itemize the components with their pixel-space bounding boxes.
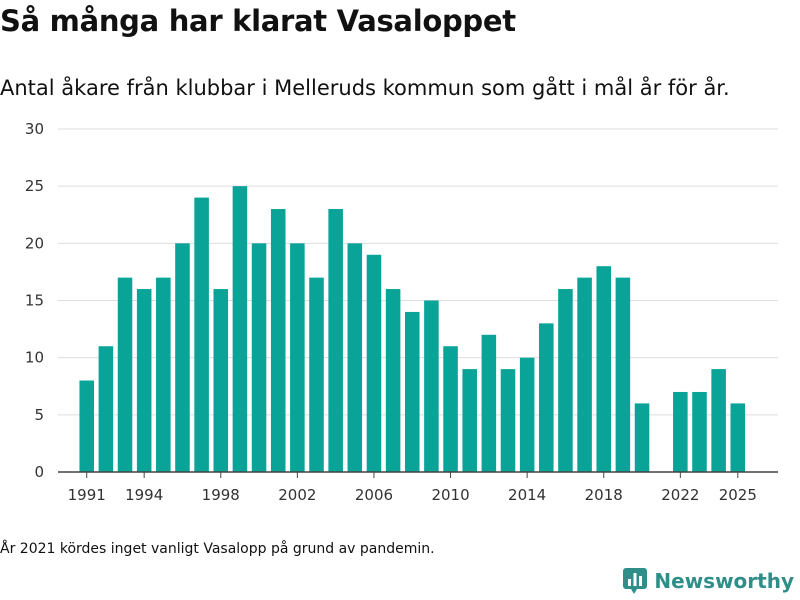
bar-1993 <box>117 277 133 472</box>
y-tick-label: 10 <box>25 349 44 367</box>
bar-2003 <box>309 277 324 472</box>
x-tick-label: 2014 <box>508 486 546 504</box>
bar-2010 <box>443 346 458 472</box>
bar-2002 <box>290 243 305 472</box>
chart-title: Så många har klarat Vasaloppet <box>0 4 516 38</box>
y-tick-label: 30 <box>25 120 44 138</box>
bars <box>79 186 746 472</box>
bar-2016 <box>558 289 573 472</box>
y-tick-label: 25 <box>25 177 44 195</box>
bar-1996 <box>175 243 190 472</box>
bar-2018 <box>596 266 612 472</box>
footnote: År 2021 kördes inget vanligt Vasalopp på… <box>0 541 435 557</box>
brand-name: Newsworthy <box>654 569 794 593</box>
bar-2007 <box>385 289 401 472</box>
bar-2020 <box>634 403 650 472</box>
x-tick-label: 1991 <box>68 486 106 504</box>
bar-1998 <box>213 289 229 472</box>
x-tick-label: 2006 <box>355 486 393 504</box>
y-tick-label: 20 <box>25 234 44 252</box>
bar-1992 <box>98 346 114 472</box>
newsworthy-logo-icon <box>623 568 648 594</box>
bar-2014 <box>519 357 535 472</box>
bar-2006 <box>366 254 382 472</box>
chart-subtitle: Antal åkare från klubbar i Melleruds kom… <box>0 76 730 100</box>
bar-2005 <box>347 243 363 472</box>
bar-2025 <box>730 403 746 472</box>
bar-2019 <box>615 277 631 472</box>
bar-1999 <box>232 186 248 472</box>
bar-2023 <box>692 391 707 472</box>
bar-2008 <box>404 311 420 472</box>
bar-1994 <box>136 289 152 472</box>
bar-2022 <box>673 391 688 472</box>
y-tick-label: 0 <box>34 463 44 481</box>
bar-2015 <box>539 323 554 472</box>
bar-2011 <box>462 369 477 472</box>
x-tick-label: 2002 <box>278 486 316 504</box>
bar-1995 <box>156 277 171 472</box>
x-tick-label: 2010 <box>431 486 469 504</box>
bar-2017 <box>577 277 592 472</box>
y-tick-label: 15 <box>25 292 44 310</box>
bar-2013 <box>500 369 516 472</box>
y-tick-label: 5 <box>34 406 44 424</box>
bar-2000 <box>251 243 267 472</box>
bar-1991 <box>79 380 94 472</box>
x-tick-label: 2022 <box>661 486 699 504</box>
x-tick-label: 2018 <box>585 486 623 504</box>
x-tick-label: 1994 <box>125 486 163 504</box>
brand-logo[interactable]: Newsworthy <box>622 567 794 595</box>
bar-1997 <box>194 197 209 472</box>
x-tick-label: 2025 <box>719 486 757 504</box>
bar-2001 <box>270 209 286 472</box>
x-tick-label: 1998 <box>202 486 240 504</box>
bar-2024 <box>711 369 726 472</box>
bar-2004 <box>328 209 343 472</box>
bar-2009 <box>424 300 439 472</box>
bar-2012 <box>481 334 497 472</box>
